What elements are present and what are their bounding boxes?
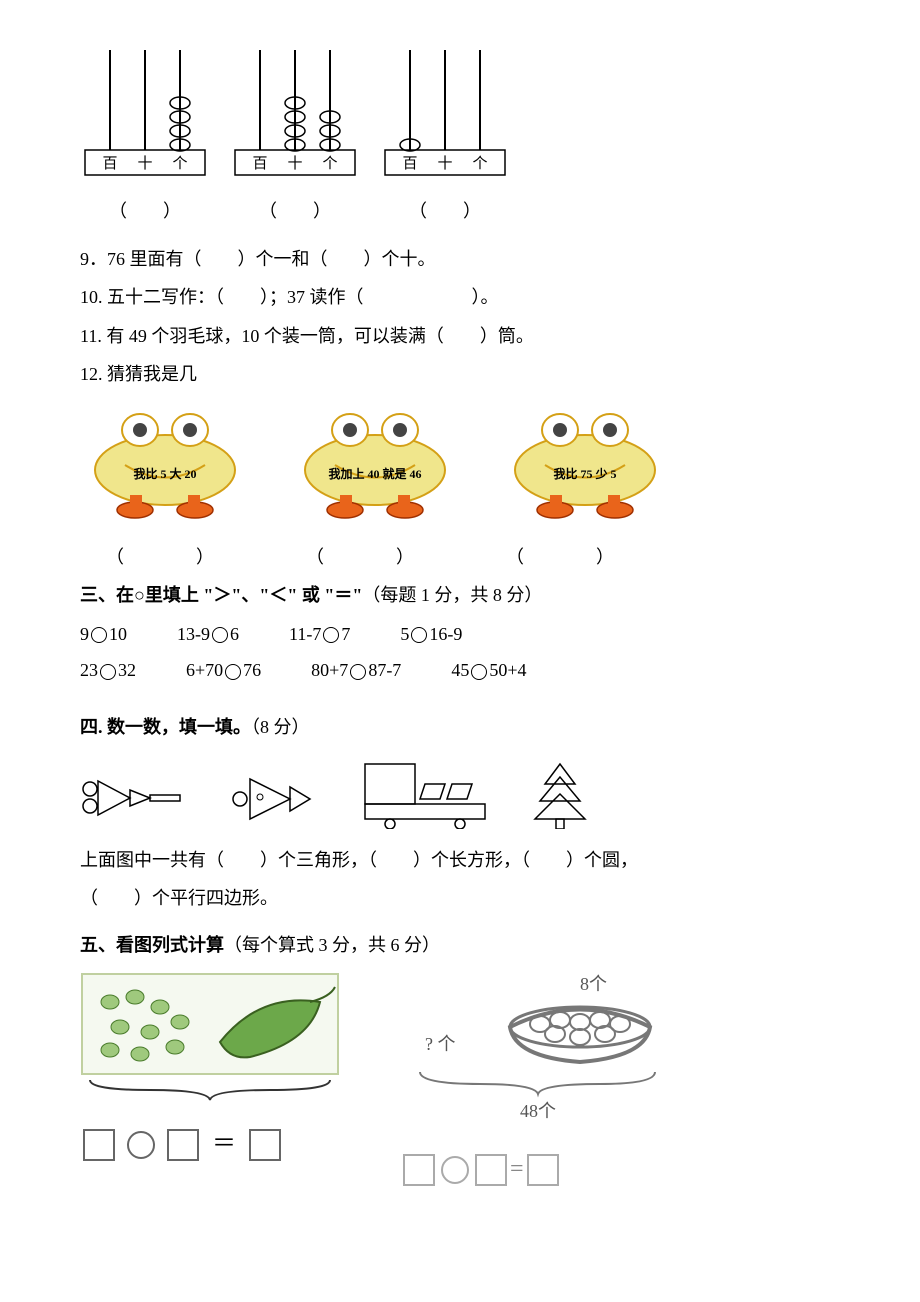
abacus-blank[interactable]: （ ）	[230, 195, 360, 227]
question-9: 9．76 里面有（ ）个一和（ ）个十。	[80, 243, 840, 275]
frog-blank[interactable]: （ ）	[480, 541, 640, 573]
eq-box[interactable]	[403, 1154, 435, 1186]
abacus-blank[interactable]: （ ）	[80, 195, 210, 227]
svg-text:百: 百	[102, 156, 117, 172]
shapes-row	[80, 759, 840, 829]
svg-text:十: 十	[137, 155, 152, 172]
section-4-title: 四. 数一数，填一填。	[80, 717, 251, 737]
eq-circle[interactable]	[127, 1131, 155, 1159]
frog-item: 我比 5 大 20	[80, 400, 250, 530]
compare-item[interactable]: 2332	[80, 654, 136, 686]
svg-text:我加上 40 就是 46: 我加上 40 就是 46	[328, 466, 421, 481]
section-5-title: 五、看图列式计算	[80, 935, 224, 955]
svg-text:十: 十	[287, 155, 302, 172]
section-4-heading: 四. 数一数，填一填。（8 分）	[80, 711, 840, 743]
eq-box[interactable]	[527, 1154, 559, 1186]
equation-1: ＝	[80, 1122, 340, 1166]
frog-blank[interactable]: （ ）	[80, 541, 240, 573]
picture-problem-1: ＝	[80, 972, 340, 1166]
shape-fish-2	[230, 769, 320, 829]
svg-text:我比 75 少 5: 我比 75 少 5	[553, 466, 616, 481]
svg-text:我比 5 大 20: 我比 5 大 20	[133, 466, 196, 481]
shape-truck	[360, 759, 490, 829]
compare-item[interactable]: 6+7076	[186, 654, 261, 686]
section-3-score: （每题 1 分，共 8 分）	[362, 585, 542, 605]
eq-box[interactable]	[249, 1129, 281, 1161]
eq-box[interactable]	[167, 1129, 199, 1161]
compare-row-2: 2332 6+7076 80+787-7 4550+4	[80, 654, 840, 686]
section-4-score: （8 分）	[251, 717, 310, 737]
shape-fish-1	[80, 769, 190, 829]
frog-item: 我比 75 少 5	[500, 400, 670, 530]
bowl-image: 8个 ? 个 48个	[400, 972, 660, 1132]
shape-tree	[530, 759, 590, 829]
abacus-item: 百十个	[80, 40, 210, 190]
equation-2: =	[400, 1147, 660, 1191]
question-11: 11. 有 49 个羽毛球，10 个装一筒，可以装满（ ）筒。	[80, 320, 840, 352]
label-unknown: ? 个	[425, 1034, 456, 1054]
frog-blank[interactable]: （ ）	[280, 541, 440, 573]
section-4-line2: （ ）个平行四边形。	[80, 882, 840, 914]
abacus-row: 百十个百十个百十个	[80, 40, 840, 190]
section-3-heading: 三、在○里填上 "＞"、"＜" 或 "＝"（每题 1 分，共 8 分）	[80, 579, 840, 611]
svg-text:个: 个	[172, 155, 187, 172]
svg-text:百: 百	[402, 156, 417, 172]
compare-item[interactable]: 80+787-7	[311, 654, 401, 686]
eq-circle[interactable]	[441, 1156, 469, 1184]
svg-text:个: 个	[322, 155, 337, 172]
picture-problem-2: 8个 ? 个 48个 =	[400, 972, 660, 1191]
abacus-blank[interactable]: （ ）	[380, 195, 510, 227]
frog-blanks: （ ） （ ） （ ）	[80, 541, 840, 573]
section-5-heading: 五、看图列式计算（每个算式 3 分，共 6 分）	[80, 929, 840, 961]
label-8: 8个	[580, 974, 607, 994]
svg-text:百: 百	[252, 156, 267, 172]
eq-box[interactable]	[475, 1154, 507, 1186]
compare-item[interactable]: 4550+4	[451, 654, 526, 686]
svg-text:个: 个	[472, 155, 487, 172]
label-48: 48个	[520, 1101, 556, 1121]
frog-row: 我比 5 大 20 我加上 40 就是 46 我比 75 少 5	[80, 400, 840, 530]
compare-row-1: 910 13-96 11-77 516-9	[80, 618, 840, 650]
compare-item[interactable]: 910	[80, 618, 127, 650]
picture-problems: ＝ 8个 ? 个 48个 =	[80, 972, 840, 1191]
section-5-score: （每个算式 3 分，共 6 分）	[224, 935, 440, 955]
compare-item[interactable]: 13-96	[177, 618, 239, 650]
beans-image	[80, 972, 340, 1102]
section-3-title: 三、在○里填上 "＞"、"＜" 或 "＝"	[80, 585, 362, 605]
abacus-blanks: （ ） （ ） （ ）	[80, 195, 840, 227]
frog-item: 我加上 40 就是 46	[290, 400, 460, 530]
abacus-item: 百十个	[230, 40, 360, 190]
question-10: 10. 五十二写作：（ ）；37 读作（ ）。	[80, 281, 840, 313]
section-4-line1: 上面图中一共有（ ）个三角形，（ ）个长方形，（ ）个圆，	[80, 844, 840, 876]
eq-box[interactable]	[83, 1129, 115, 1161]
svg-text:十: 十	[437, 155, 452, 172]
compare-item[interactable]: 516-9	[400, 618, 462, 650]
question-12-title: 12. 猜猜我是几	[80, 358, 840, 390]
abacus-item: 百十个	[380, 40, 510, 190]
compare-item[interactable]: 11-77	[289, 618, 350, 650]
